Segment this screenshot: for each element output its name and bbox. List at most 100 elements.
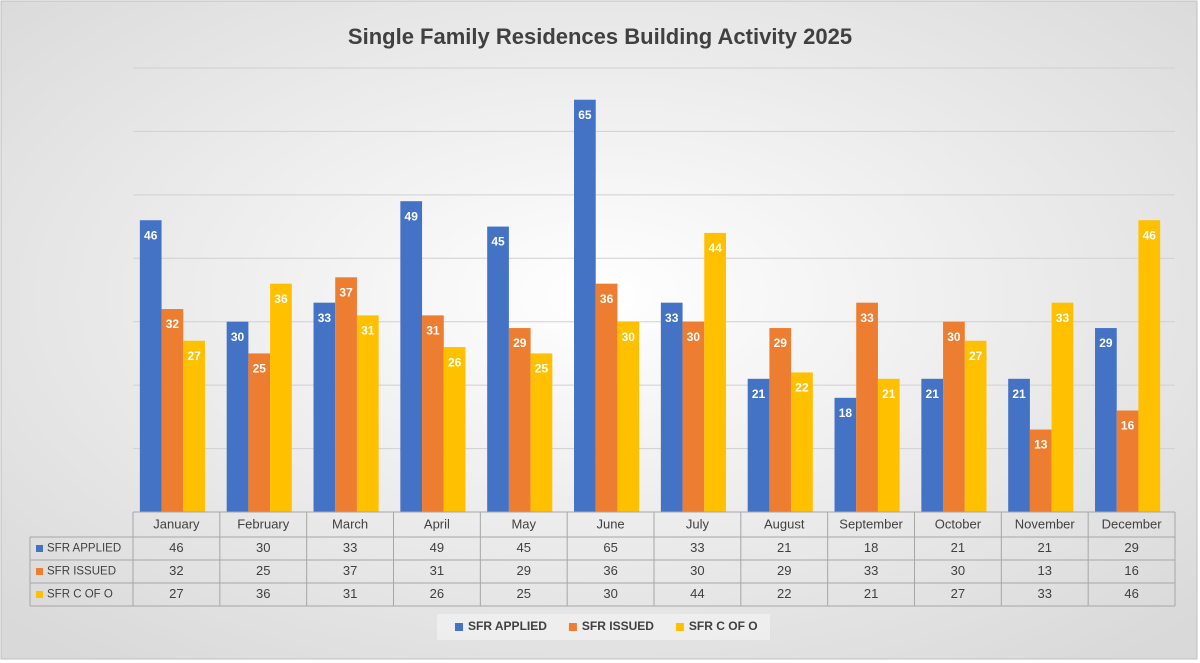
- data-label: 30: [622, 330, 636, 344]
- x-tick-label: January: [153, 516, 200, 531]
- table-cell: 25: [256, 563, 270, 578]
- x-tick-label: December: [1102, 516, 1163, 531]
- data-label: 44: [708, 241, 722, 255]
- table-cell: 30: [951, 563, 965, 578]
- bar: [270, 283, 292, 512]
- table-cell: 29: [1124, 540, 1138, 555]
- data-label: 25: [253, 362, 267, 376]
- bar: [877, 378, 900, 512]
- table-cell: 46: [1124, 586, 1138, 601]
- table-cell: 30: [603, 586, 617, 601]
- data-label: 29: [1099, 336, 1113, 350]
- bar: [595, 283, 618, 512]
- table-cell: 31: [343, 586, 357, 601]
- table-cell: 21: [951, 540, 965, 555]
- data-label: 46: [144, 228, 158, 242]
- bar: [487, 226, 509, 513]
- bar: [943, 321, 965, 512]
- data-label: 27: [969, 349, 983, 363]
- bar: [356, 315, 379, 512]
- row-header: SFR APPLIED: [47, 543, 121, 555]
- x-tick-label: March: [332, 516, 368, 531]
- legend-key: [36, 545, 43, 552]
- table-cell: 37: [343, 563, 357, 578]
- bars: 46 30 33 49 45 65 33 21 18 21 21 29 32 25 37 31 29 36 30 29…: [139, 99, 1161, 513]
- bar: [856, 302, 878, 512]
- bar: [226, 321, 249, 512]
- data-label: 37: [339, 285, 353, 299]
- data-label: 16: [1121, 419, 1135, 433]
- data-label: 65: [578, 108, 592, 122]
- data-label: 31: [426, 324, 440, 338]
- table-cell: 29: [517, 563, 531, 578]
- data-label: 21: [1012, 387, 1026, 401]
- bar: [660, 302, 683, 512]
- bar: [248, 353, 271, 512]
- legend-label: SFR C OF O: [689, 619, 758, 633]
- bar: [1138, 220, 1161, 512]
- bar: [791, 372, 813, 512]
- legend-key: [36, 591, 43, 598]
- bar: [769, 328, 792, 512]
- data-label: 49: [405, 209, 419, 223]
- data-label: 36: [600, 292, 614, 306]
- bar: [704, 232, 726, 512]
- x-tick-label: February: [237, 516, 290, 531]
- data-label: 36: [274, 292, 288, 306]
- data-label: 29: [513, 336, 527, 350]
- table-cell: 30: [256, 540, 270, 555]
- data-label: 22: [795, 381, 809, 395]
- legend-swatch: [455, 623, 463, 631]
- table-cell: 36: [256, 586, 270, 601]
- table-cell: 21: [777, 540, 791, 555]
- table-cell: 18: [864, 540, 878, 555]
- bar: [1008, 378, 1030, 512]
- bar: [921, 378, 944, 512]
- legend-box: [437, 614, 770, 640]
- data-label: 21: [926, 387, 940, 401]
- bar: [834, 397, 857, 512]
- table-cell: 33: [1038, 586, 1052, 601]
- table-cell: 49: [430, 540, 444, 555]
- table-cell: 22: [777, 586, 791, 601]
- table-cell: 44: [690, 586, 704, 601]
- table-cell: 21: [864, 586, 878, 601]
- x-tick-label: September: [839, 516, 903, 531]
- x-tick-label: June: [596, 516, 624, 531]
- bar: [1029, 429, 1052, 512]
- data-label: 30: [687, 330, 701, 344]
- bar: [530, 353, 553, 512]
- legend-swatch: [675, 623, 684, 631]
- data-label: 46: [1143, 228, 1157, 242]
- table-cell: 32: [169, 563, 183, 578]
- table-cell: 29: [777, 563, 791, 578]
- bar: [964, 340, 987, 512]
- table-cell: 25: [517, 586, 531, 601]
- data-label: 27: [187, 349, 201, 363]
- legend-label: SFR APPLIED: [468, 619, 547, 633]
- data-label: 30: [947, 330, 961, 344]
- bar: [617, 321, 640, 512]
- bar: [400, 201, 423, 512]
- data-label: 31: [361, 324, 375, 338]
- table-cell: 33: [864, 563, 878, 578]
- x-tick-label: October: [935, 516, 982, 531]
- legend-swatch: [568, 623, 577, 631]
- bar: [139, 220, 162, 512]
- bar: [161, 309, 184, 512]
- table-cell: 36: [603, 563, 617, 578]
- table-cell: 13: [1038, 563, 1052, 578]
- data-label: 21: [752, 387, 766, 401]
- x-tick-label: November: [1015, 516, 1076, 531]
- data-label: 29: [774, 336, 788, 350]
- bar: [1051, 302, 1074, 512]
- x-tick-label: May: [511, 516, 536, 531]
- bar: [574, 99, 596, 512]
- table-cell: 46: [169, 540, 183, 555]
- bar: [335, 277, 357, 512]
- bar: [682, 321, 705, 512]
- table-cell: 33: [690, 540, 704, 555]
- bar: [313, 302, 336, 512]
- table-cell: 65: [603, 540, 617, 555]
- data-label: 32: [166, 317, 180, 331]
